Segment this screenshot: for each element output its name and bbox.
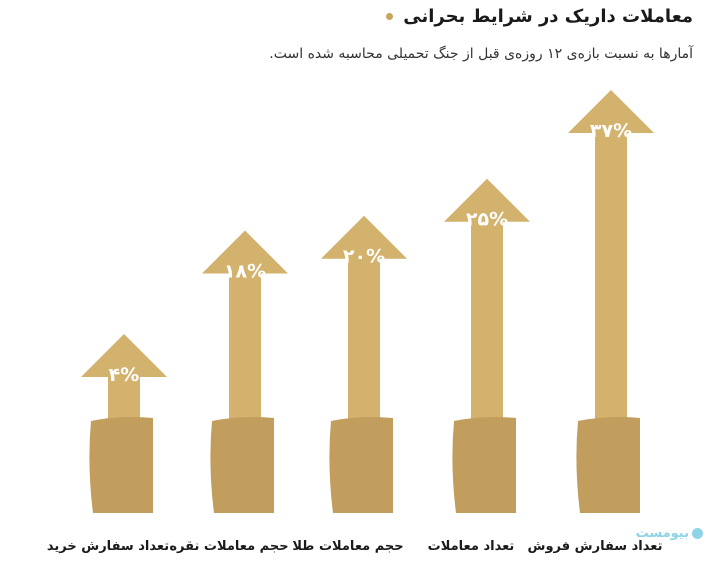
- paper-sheet: [210, 417, 274, 513]
- arrow-bar: ۳۷% تعداد سفارش فروش: [528, 90, 663, 554]
- bullet-icon: [386, 13, 394, 20]
- paper-sheet: [329, 417, 393, 513]
- logo-text: بیومست: [635, 526, 689, 541]
- value-label: ۲۵%: [466, 209, 508, 231]
- category-label: حجم معاملات نقره: [169, 539, 288, 554]
- category-label: تعداد سفارش خرید: [47, 539, 169, 554]
- brand-logo: بیومست: [636, 526, 703, 541]
- paper-sheet: [576, 417, 640, 513]
- arrow-bar: ۴% تعداد سفارش خرید: [47, 334, 169, 554]
- value-label: ۲۰%: [343, 246, 385, 268]
- paper-sheet: [89, 417, 153, 513]
- chart-header: معاملات داریک در شرایط بحرانی: [386, 6, 693, 27]
- arrow-shape: [202, 230, 288, 432]
- chart-title: معاملات داریک در شرایط بحرانی: [403, 6, 693, 27]
- value-label: ۱۸%: [224, 260, 266, 282]
- value-label: ۴%: [109, 364, 140, 386]
- arrow-shape: [444, 178, 530, 432]
- category-label: حجم معاملات طلا: [292, 539, 403, 554]
- category-label: تعداد معاملات: [428, 539, 515, 554]
- chart-subtitle: آمارها به نسبت بازه‌ی ۱۲ روزه‌ی قبل از ج…: [269, 46, 693, 62]
- arrow-shape: [568, 90, 654, 432]
- category-label: تعداد سفارش فروش: [528, 539, 663, 554]
- paper-sheet: [452, 417, 516, 513]
- arrow-bar: ۲۵% تعداد معاملات: [428, 178, 530, 554]
- arrow-bar: ۲۰% حجم معاملات طلا: [292, 215, 407, 554]
- value-label: ۳۷%: [590, 120, 632, 142]
- title-row: معاملات داریک در شرایط بحرانی: [386, 6, 693, 27]
- arrow-shape: [321, 215, 407, 432]
- arrow-bar: ۱۸% حجم معاملات نقره: [169, 230, 289, 554]
- logo-icon: [692, 528, 703, 539]
- arrow-shape: [81, 334, 167, 432]
